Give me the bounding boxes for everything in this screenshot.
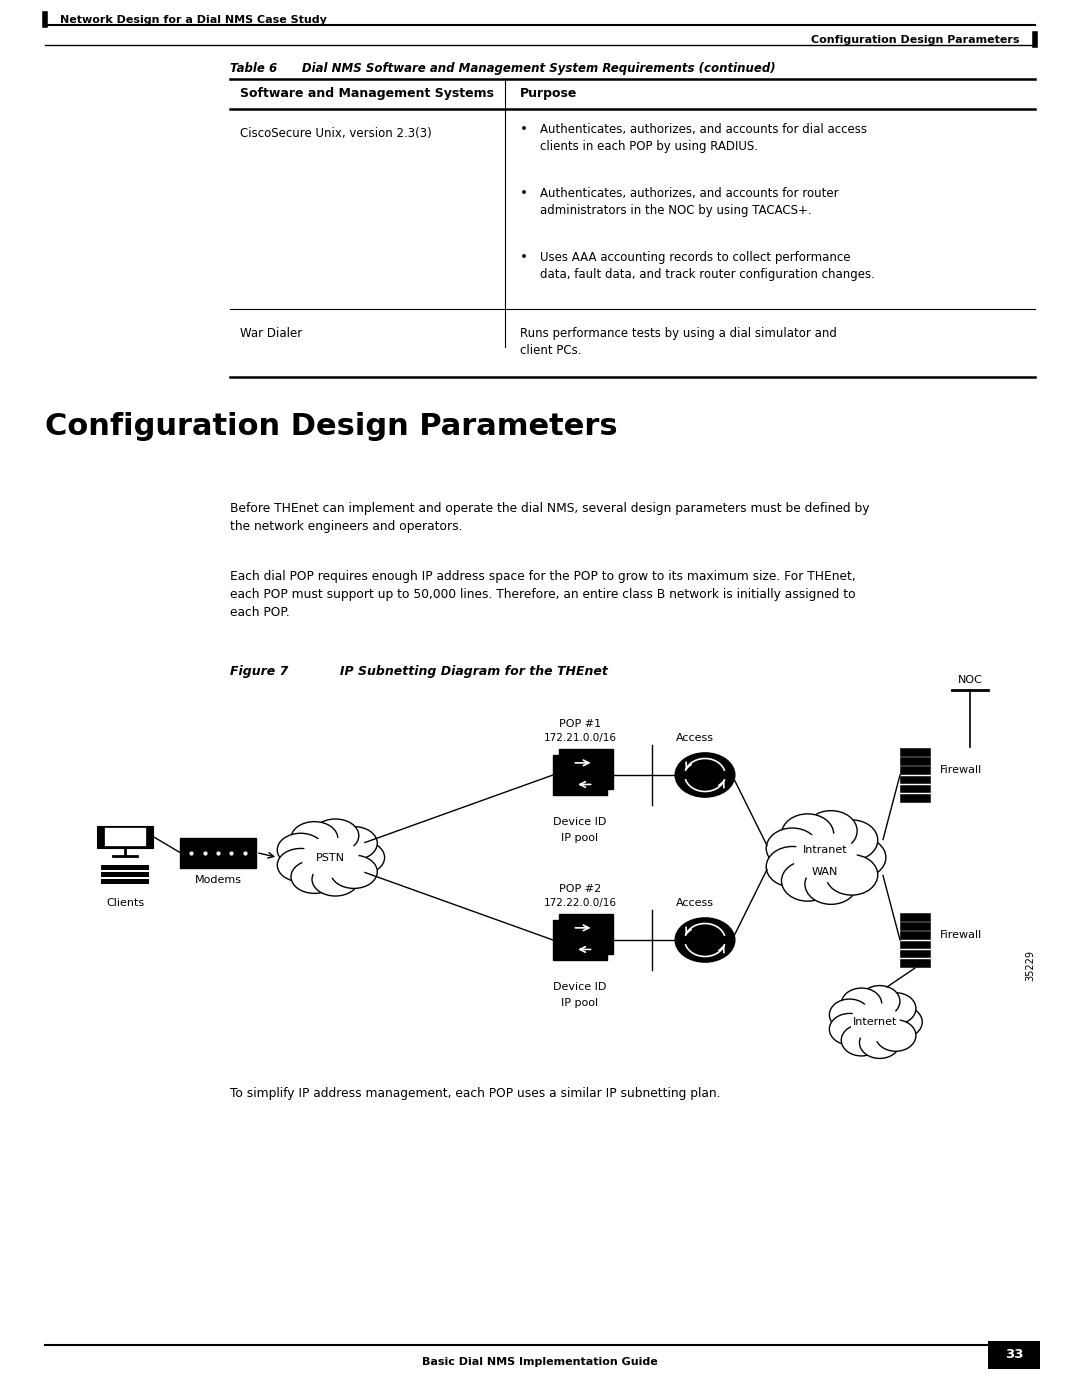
Text: POP #1: POP #1 — [559, 719, 602, 729]
Text: Intranet: Intranet — [802, 845, 848, 855]
Text: Figure 7: Figure 7 — [230, 665, 288, 678]
Ellipse shape — [766, 828, 819, 869]
Ellipse shape — [291, 861, 338, 893]
Ellipse shape — [805, 863, 858, 904]
Text: Device ID: Device ID — [553, 982, 607, 992]
Ellipse shape — [278, 848, 324, 882]
Text: Modems: Modems — [194, 875, 242, 884]
FancyBboxPatch shape — [559, 749, 613, 789]
Text: Before THEnet can implement and operate the dial NMS, several design parameters : Before THEnet can implement and operate … — [230, 502, 869, 534]
Bar — [900, 950, 930, 957]
Bar — [900, 940, 930, 949]
Text: Software and Management Systems: Software and Management Systems — [240, 88, 494, 101]
Text: 35229: 35229 — [1025, 950, 1035, 981]
Text: Configuration Design Parameters: Configuration Design Parameters — [811, 35, 1020, 45]
Text: Network Design for a Dial NMS Case Study: Network Design for a Dial NMS Case Study — [60, 14, 327, 25]
Ellipse shape — [675, 753, 734, 798]
Text: 172.21.0.0/16: 172.21.0.0/16 — [543, 733, 617, 743]
Ellipse shape — [766, 847, 819, 887]
Ellipse shape — [291, 821, 338, 855]
Text: Firewall: Firewall — [940, 766, 982, 775]
Ellipse shape — [860, 985, 900, 1017]
Bar — [97, 826, 153, 848]
Bar — [102, 865, 149, 869]
Ellipse shape — [841, 988, 881, 1020]
Text: Runs performance tests by using a dial simulator and
client PCs.: Runs performance tests by using a dial s… — [519, 327, 837, 358]
Ellipse shape — [793, 833, 856, 883]
Text: Table 6      Dial NMS Software and Management System Requirements (continued): Table 6 Dial NMS Software and Management… — [230, 61, 775, 75]
Text: 33: 33 — [1004, 1348, 1023, 1362]
Text: Purpose: Purpose — [519, 88, 578, 101]
Bar — [900, 932, 930, 939]
Text: IP pool: IP pool — [562, 997, 598, 1009]
Text: •: • — [519, 251, 528, 264]
Bar — [900, 757, 930, 764]
Text: Access: Access — [676, 898, 714, 908]
Ellipse shape — [675, 918, 734, 963]
Ellipse shape — [330, 855, 377, 888]
Text: NOC: NOC — [958, 675, 983, 685]
Bar — [900, 785, 930, 792]
Ellipse shape — [834, 837, 886, 877]
Text: •: • — [519, 187, 528, 200]
Ellipse shape — [829, 1013, 869, 1045]
Ellipse shape — [312, 819, 359, 852]
Text: IP Subnetting Diagram for the THEnet: IP Subnetting Diagram for the THEnet — [318, 665, 608, 678]
Text: Configuration Design Parameters: Configuration Design Parameters — [45, 412, 618, 441]
Text: Clients: Clients — [106, 897, 144, 908]
Bar — [180, 837, 256, 868]
Text: Firewall: Firewall — [940, 930, 982, 940]
Text: Basic Dial NMS Implementation Guide: Basic Dial NMS Implementation Guide — [422, 1356, 658, 1368]
Text: Internet: Internet — [853, 1017, 897, 1027]
Text: Device ID: Device ID — [553, 817, 607, 827]
Text: Uses AAA accounting records to collect performance
data, fault data, and track r: Uses AAA accounting records to collect p… — [540, 251, 875, 281]
Bar — [988, 1341, 1040, 1369]
Ellipse shape — [782, 861, 834, 901]
Ellipse shape — [278, 833, 324, 866]
Text: POP #2: POP #2 — [558, 884, 602, 894]
Text: 172.22.0.0/16: 172.22.0.0/16 — [543, 898, 617, 908]
Ellipse shape — [312, 863, 359, 895]
Ellipse shape — [301, 837, 359, 877]
Ellipse shape — [850, 1003, 900, 1041]
Text: CiscoSecure Unix, version 2.3(3): CiscoSecure Unix, version 2.3(3) — [240, 127, 432, 140]
Bar — [102, 872, 149, 876]
Ellipse shape — [338, 841, 384, 875]
Text: To simplify IP address management, each POP uses a similar IP subnetting plan.: To simplify IP address management, each … — [230, 1087, 720, 1099]
Ellipse shape — [841, 1024, 881, 1056]
Bar — [900, 958, 930, 967]
Text: War Dialer: War Dialer — [240, 327, 302, 339]
Ellipse shape — [825, 855, 878, 895]
Ellipse shape — [876, 1020, 916, 1052]
Bar — [102, 879, 149, 883]
Bar — [900, 793, 930, 802]
Text: Authenticates, authorizes, and accounts for dial access
clients in each POP by u: Authenticates, authorizes, and accounts … — [540, 123, 867, 154]
Text: Access: Access — [676, 733, 714, 743]
Text: Authenticates, authorizes, and accounts for router
administrators in the NOC by : Authenticates, authorizes, and accounts … — [540, 187, 839, 217]
Text: IP pool: IP pool — [562, 833, 598, 842]
Bar — [104, 827, 146, 845]
Bar — [900, 775, 930, 784]
FancyBboxPatch shape — [553, 919, 607, 960]
Ellipse shape — [860, 1027, 900, 1059]
Ellipse shape — [829, 999, 869, 1031]
Bar — [900, 922, 930, 930]
Ellipse shape — [782, 814, 834, 855]
Bar — [900, 749, 930, 756]
FancyBboxPatch shape — [559, 914, 613, 954]
Ellipse shape — [805, 810, 858, 851]
Text: WAN: WAN — [812, 866, 838, 876]
FancyBboxPatch shape — [553, 754, 607, 795]
Ellipse shape — [876, 993, 916, 1024]
Ellipse shape — [881, 1006, 922, 1038]
Text: Each dial POP requires enough IP address space for the POP to grow to its maximu: Each dial POP requires enough IP address… — [230, 570, 855, 619]
Bar — [900, 914, 930, 921]
Ellipse shape — [825, 820, 878, 861]
Bar — [900, 767, 930, 774]
Text: PSTN: PSTN — [315, 852, 345, 862]
Text: •: • — [519, 123, 528, 136]
Ellipse shape — [330, 827, 377, 861]
